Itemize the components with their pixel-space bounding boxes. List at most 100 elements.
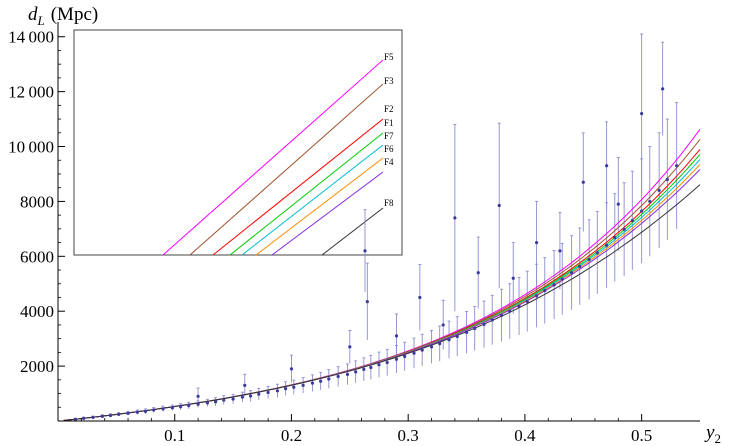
data-point	[661, 87, 665, 91]
data-point	[73, 417, 78, 421]
axes-layer: 0.1 0.2 0.3 0.4 0.5 2000 4000 6000 8000 10 000 12 …	[8, 4, 721, 446]
data-points-layer	[73, 87, 679, 421]
inset-label-f7: F7	[384, 131, 394, 141]
y-tick-label: 4000	[20, 302, 54, 321]
data-point	[394, 334, 399, 338]
data-point	[616, 202, 620, 206]
inset-curve-f6	[255, 157, 384, 256]
data-point	[420, 348, 424, 352]
data-point	[675, 164, 679, 168]
data-point	[648, 199, 652, 204]
data-point	[108, 413, 113, 418]
y-tick-label: 8000	[20, 192, 54, 211]
inset-curve-f5	[162, 59, 384, 256]
inset-curve-f1	[229, 132, 384, 256]
inset-label-f6: F6	[384, 144, 394, 154]
y-tick-label: 10 000	[8, 138, 54, 157]
inset-frame	[73, 29, 403, 256]
data-point	[310, 381, 315, 385]
data-point	[455, 334, 459, 339]
x-tick-label: 0.5	[631, 426, 652, 445]
data-point	[240, 395, 245, 399]
inset-label-f8: F8	[384, 198, 394, 208]
data-point	[508, 309, 512, 313]
data-point	[213, 400, 218, 404]
inset-curve-f3	[189, 83, 384, 256]
data-point	[418, 295, 422, 300]
data-point	[178, 405, 183, 409]
y-tick-label: 2000	[20, 357, 54, 376]
data-point	[152, 408, 156, 412]
model-curve-f8	[63, 184, 701, 421]
data-point	[243, 383, 247, 387]
inset-curve-f7	[241, 144, 384, 256]
data-point	[552, 283, 556, 287]
data-point	[249, 394, 253, 398]
data-point	[560, 277, 564, 281]
data-point	[605, 243, 609, 247]
inset-label-f3: F3	[384, 76, 394, 86]
inset-curve-f4	[271, 171, 384, 256]
data-point	[292, 385, 296, 389]
data-point	[543, 289, 547, 293]
data-point	[266, 390, 270, 395]
data-point	[476, 271, 480, 275]
data-point	[362, 367, 366, 371]
data-point	[394, 357, 399, 361]
y-tick-label: 14 000	[8, 28, 54, 47]
data-point	[196, 394, 200, 398]
inset-curve-f8	[321, 207, 384, 256]
inset-label-f4: F4	[384, 157, 394, 167]
data-point	[511, 276, 515, 280]
y-axis-title-subscript: L	[37, 13, 45, 28]
data-point	[377, 363, 381, 367]
data-point	[490, 318, 494, 322]
data-point	[170, 406, 174, 410]
data-point	[613, 236, 617, 240]
data-point	[595, 251, 599, 255]
data-point	[482, 322, 486, 326]
data-point	[630, 219, 634, 223]
data-point	[605, 164, 609, 168]
data-point	[82, 416, 86, 420]
inset-label-f2: F2	[384, 104, 394, 114]
data-point	[363, 249, 367, 253]
data-point	[319, 379, 323, 383]
data-point	[348, 345, 352, 349]
y-axis-title-unit: (Mpc)	[51, 4, 98, 25]
data-point	[464, 330, 469, 334]
inset-curve-f2	[212, 118, 384, 256]
data-point	[327, 377, 331, 381]
inset-label-f5: F5	[384, 52, 394, 62]
data-point	[187, 404, 191, 408]
data-point	[534, 240, 539, 245]
data-point	[438, 341, 442, 346]
model-curves-layer	[63, 129, 701, 421]
data-point	[100, 414, 104, 418]
x-tick-label: 0.4	[514, 426, 536, 445]
data-point	[499, 313, 504, 317]
data-point	[345, 372, 350, 376]
data-point	[429, 345, 434, 349]
data-point	[403, 354, 407, 359]
data-point	[441, 323, 445, 327]
y-tick-label: 12 000	[8, 83, 54, 102]
data-point	[578, 264, 582, 269]
x-tick-label: 0.1	[164, 426, 185, 445]
data-point	[558, 249, 562, 253]
x-axis-title: y2	[704, 422, 721, 446]
data-point	[622, 227, 626, 232]
data-point	[205, 401, 210, 405]
inset-zoom-panel: F5 F3 F2 F1 F7 F6 F4 F8	[73, 29, 403, 256]
data-point	[385, 360, 389, 365]
data-point	[231, 397, 235, 401]
data-point	[447, 338, 451, 342]
data-point	[117, 412, 121, 417]
data-point	[665, 177, 669, 182]
x-tick-label: 0.2	[281, 426, 302, 445]
data-point	[453, 216, 457, 220]
x-axis-title-subscript: 2	[714, 431, 721, 446]
x-tick-label: 0.3	[398, 426, 419, 445]
data-point	[275, 389, 280, 393]
